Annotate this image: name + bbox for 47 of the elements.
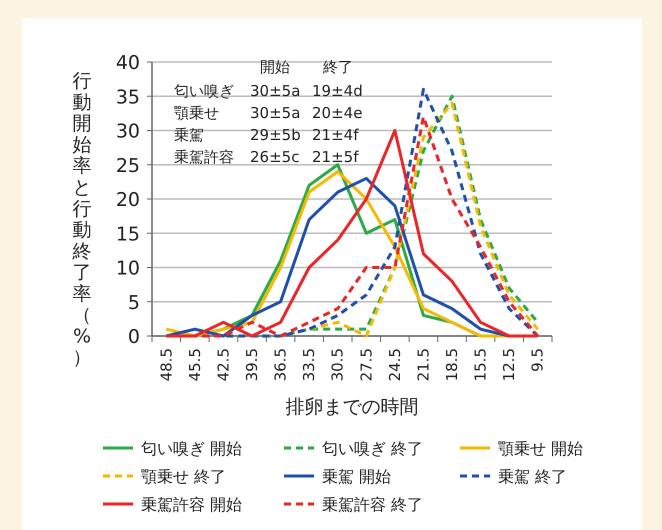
- x-tick-label: 21.5: [414, 348, 432, 382]
- x-tick-label: 27.5: [357, 348, 376, 382]
- x-tick-label: 18.5: [443, 348, 461, 382]
- x-tick-label: 33.5: [300, 348, 318, 382]
- legend-label: 乗駕許容 終了: [322, 495, 424, 514]
- y-tick-label: 5: [128, 292, 140, 314]
- annotation: 20±4e: [312, 104, 362, 122]
- legend-label: 匂い嗅ぎ 終了: [322, 439, 424, 458]
- x-tick-label: 48.5: [157, 348, 176, 382]
- legend-label: 顎乗せ 終了: [141, 467, 226, 486]
- annotation: 乗駕: [174, 126, 204, 144]
- x-tick-label: 9.5: [528, 348, 547, 372]
- annotation: 19±4d: [312, 82, 363, 100]
- y-tick-label: 20: [116, 189, 140, 211]
- y-tick-label: 40: [116, 52, 140, 74]
- text: 行動開始率と行動終了率（%）: [72, 70, 92, 369]
- annotation: 29±5b: [250, 126, 301, 144]
- x-tick-label: 12.5: [500, 348, 518, 382]
- x-tick-label: 24.5: [386, 348, 404, 382]
- x-tick-label: 42.5: [214, 348, 232, 382]
- x-tick-label: 36.5: [272, 348, 290, 382]
- annotation: 顎乗せ: [174, 104, 219, 122]
- annotation: 匂い嗅ぎ: [174, 82, 234, 100]
- annotation: 21±5f: [312, 148, 360, 166]
- legend-label: 乗駕 終了: [498, 467, 568, 486]
- x-tick-label: 15.5: [472, 348, 490, 382]
- legend-label: 乗駕 開始: [322, 467, 392, 486]
- annotation: 30±5a: [250, 82, 300, 100]
- x-tick-label: 39.5: [243, 348, 261, 382]
- y-tick-label: 15: [116, 223, 140, 246]
- y-tick-label: 35: [116, 86, 140, 108]
- y-tick-label: 25: [116, 154, 140, 177]
- x-axis-title: 排卵までの時間: [286, 396, 418, 418]
- annotation: 乗駕許容: [174, 148, 234, 166]
- y-tick-label: 30: [116, 120, 140, 142]
- legend-label: 匂い嗅ぎ 開始: [141, 439, 242, 458]
- y-tick-label: 0: [128, 326, 140, 348]
- annotation: 終了: [322, 58, 353, 76]
- legend-label: 顎乗せ 開始: [498, 439, 584, 458]
- annotation: 開始: [260, 58, 290, 76]
- annotation: 21±4f: [312, 126, 360, 144]
- legend-label: 乗駕許容 開始: [141, 495, 242, 514]
- y-tick-label: 10: [116, 258, 140, 280]
- annotation: 26±5c: [250, 148, 300, 166]
- annotation: 30±5a: [250, 104, 300, 122]
- x-tick-label: 30.5: [328, 348, 347, 382]
- x-tick-label: 45.5: [186, 348, 204, 382]
